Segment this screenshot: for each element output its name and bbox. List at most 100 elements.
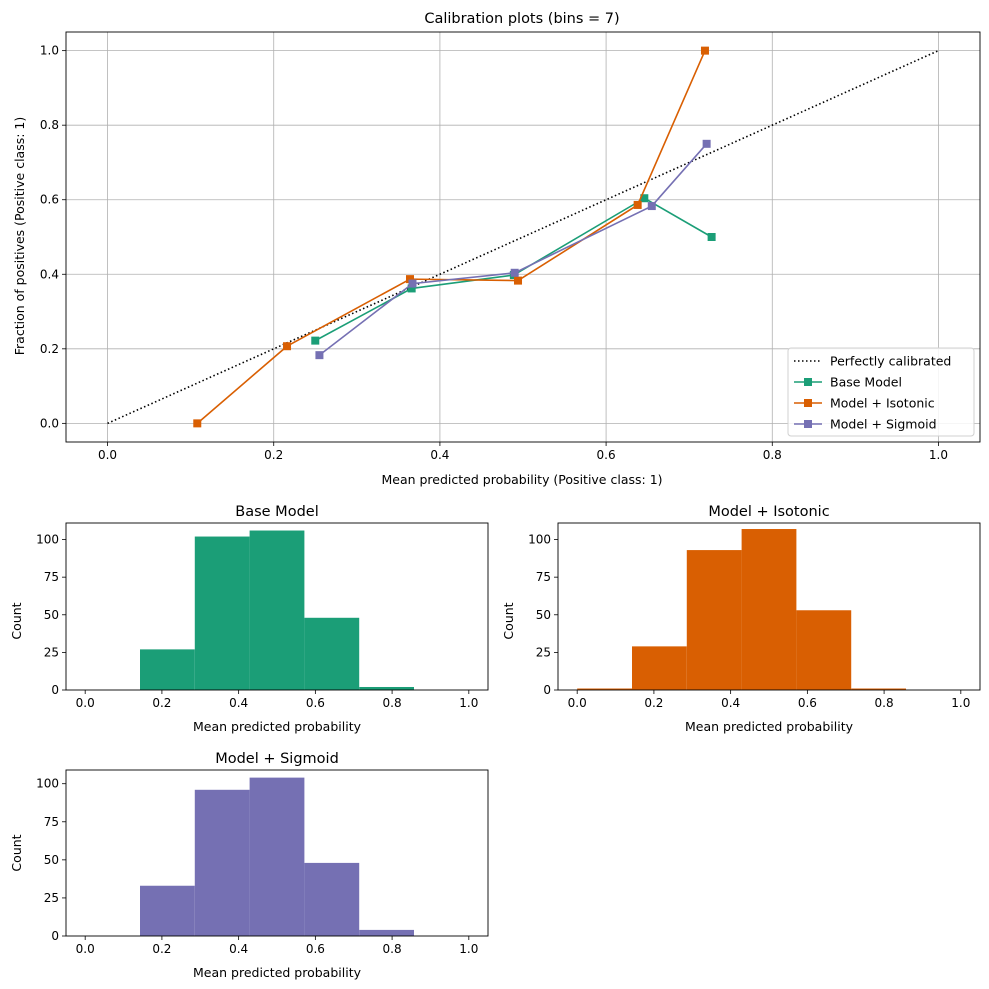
histogram-bar	[194, 789, 250, 936]
plot-area	[140, 777, 414, 936]
histogram-bar	[741, 529, 797, 690]
y-tick-label: 0.0	[40, 416, 59, 430]
histogram-title: Model + Sigmoid	[215, 751, 339, 767]
series-point	[707, 233, 716, 241]
legend-label: Base Model	[830, 375, 902, 390]
histogram-bar	[851, 688, 906, 690]
x-tick-label: 0.4	[430, 448, 449, 462]
y-tick-label: 0	[51, 929, 59, 943]
series-point	[315, 351, 324, 360]
series-point	[408, 279, 417, 288]
y-tick-label: 100	[528, 533, 551, 547]
x-tick-label: 0.2	[644, 696, 663, 710]
histogram-bar	[194, 536, 250, 690]
x-tick-label: 0.8	[383, 942, 402, 956]
calibration-chart: Calibration plots (bins = 7) Mean predic…	[12, 11, 981, 487]
x-tick-label: 0.4	[229, 696, 248, 710]
series	[193, 46, 709, 428]
series-point	[407, 284, 416, 293]
histogram-bar	[304, 617, 360, 690]
legend-label: Model + Isotonic	[830, 396, 935, 411]
calibration-xlabel: Mean predicted probability (Positive cla…	[381, 472, 662, 487]
y-tick-label: 75	[44, 815, 59, 829]
x-tick-label: 1.0	[929, 448, 948, 462]
x-tick-label: 0.8	[763, 448, 782, 462]
y-tick-label: 75	[536, 570, 551, 584]
y-tick-label: 50	[44, 608, 59, 622]
histogram-bar	[577, 688, 633, 690]
x-tick-label: 0.2	[152, 942, 171, 956]
x-tick-label: 0.2	[152, 696, 171, 710]
series	[315, 139, 711, 360]
histogram-xlabel: Mean predicted probability	[685, 719, 854, 734]
grid	[66, 32, 980, 442]
legend-marker	[804, 378, 812, 386]
series-point	[193, 419, 202, 428]
x-tick-label: 0.4	[229, 942, 248, 956]
legend-label: Perfectly calibrated	[830, 354, 951, 369]
x-tick-label: 0.6	[306, 696, 325, 710]
x-tick-label: 1.0	[459, 942, 478, 956]
histogram-bar	[632, 646, 687, 690]
histogram-ylabel: Count	[501, 602, 516, 639]
histogram-bar	[249, 777, 305, 936]
histogram-title: Model + Isotonic	[708, 504, 829, 520]
series-point	[405, 275, 414, 284]
series-point	[702, 139, 711, 148]
legend-box	[787, 347, 975, 437]
y-tick-label: 0.6	[40, 193, 59, 207]
x-tick-label: 0.0	[568, 696, 587, 710]
series-line	[318, 143, 708, 356]
x-tick-label: 1.0	[951, 696, 970, 710]
legend-marker	[804, 399, 812, 407]
y-tick-label: 1.0	[40, 44, 59, 58]
histogram-bar	[796, 610, 852, 690]
plot-area	[140, 530, 414, 690]
y-tick-label: 50	[44, 853, 59, 867]
plot-area	[107, 46, 939, 428]
histogram-base-model: Base Model Mean predicted probability Co…	[9, 504, 489, 734]
x-tick-label: 0.6	[306, 942, 325, 956]
y-tick-label: 50	[536, 608, 551, 622]
x-tick-label: 0.0	[76, 696, 95, 710]
y-tick-label: 0	[543, 683, 551, 697]
series-point	[283, 342, 292, 351]
plot-area	[577, 529, 906, 690]
histogram-bar	[359, 686, 414, 690]
axes-frame	[557, 522, 981, 691]
histogram-bar	[686, 550, 742, 690]
y-tick-label: 100	[36, 533, 59, 547]
x-tick-label: 0.0	[98, 448, 117, 462]
y-tick-label: 100	[36, 777, 59, 791]
y-tick-label: 25	[44, 891, 59, 905]
x-tick-label: 1.0	[459, 696, 478, 710]
series-point	[311, 336, 320, 345]
histogram-bar	[140, 649, 195, 690]
y-tick-label: 0	[51, 683, 59, 697]
x-tick-label: 0.2	[264, 448, 283, 462]
histogram-title: Base Model	[235, 504, 318, 520]
calibration-ylabel: Fraction of positives (Positive class: 1…	[12, 117, 27, 356]
series-point	[640, 194, 649, 203]
histogram-xlabel: Mean predicted probability	[193, 719, 362, 734]
axes-frame	[65, 31, 981, 443]
y-tick-label: 0.2	[40, 342, 59, 356]
y-tick-label: 0.8	[40, 118, 59, 132]
x-tick-label: 0.6	[798, 696, 817, 710]
y-tick-label: 75	[44, 570, 59, 584]
histogram-model-sigmoid: Model + Sigmoid Mean predicted probabili…	[9, 751, 489, 980]
series-point	[700, 46, 709, 55]
y-tick-label: 25	[44, 645, 59, 659]
series-point	[633, 200, 642, 209]
legend-marker	[804, 420, 812, 428]
x-tick-label: 0.4	[721, 696, 740, 710]
histogram-bar	[140, 885, 195, 936]
axes-frame	[65, 522, 489, 691]
series-point	[510, 268, 519, 277]
histogram-bar	[249, 530, 305, 690]
x-tick-label: 0.8	[875, 696, 894, 710]
series-point	[647, 202, 656, 211]
histogram-bar	[304, 862, 360, 936]
series-line	[196, 50, 706, 424]
